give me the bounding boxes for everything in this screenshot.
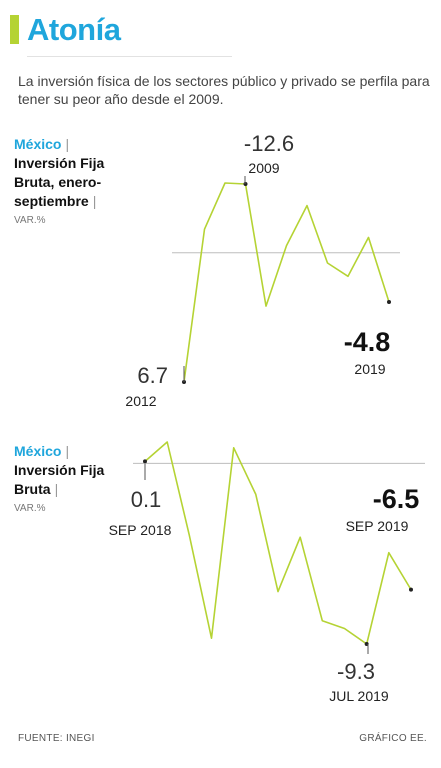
title-divider: [27, 56, 232, 57]
source-note: FUENTE: INEGI: [18, 733, 95, 744]
chart2-unit: VAR.%: [14, 503, 46, 514]
chart2-title: Inversión Fija Bruta: [14, 462, 105, 497]
chart1-value-label-2012: 6.7: [137, 363, 168, 388]
chart1-separator-2: |: [92, 193, 97, 209]
chart2-date-label-SEP 2019: SEP 2019: [346, 518, 409, 534]
chart1-label: México | Inversión Fija Bruta, enero-sept…: [14, 135, 134, 228]
chart1-country: México: [14, 136, 62, 152]
chart1-date-label-2009: 2009: [248, 160, 279, 176]
chart2-value-label-SEP 2019: -6.5: [373, 484, 420, 514]
chart1-title: Inversión Fija Bruta, enero-septiembre: [14, 155, 105, 209]
chart2-value-label-SEP 2018: 0.1: [131, 487, 162, 512]
chart1-date-label-2012: 2012: [125, 393, 156, 409]
chart1-value-label-2009: -12.6: [244, 131, 294, 156]
chart2-series-line: [144, 441, 412, 645]
chart2-separator-2: |: [54, 481, 59, 497]
chart1-value-label-2019: -4.8: [344, 327, 391, 357]
chart2-value-label-JUL 2019: -9.3: [337, 659, 375, 684]
chart2-country: México: [14, 443, 62, 459]
page-subtitle: La inversión física de los sectores públ…: [18, 73, 430, 107]
chart1-marker-2019: [387, 299, 391, 304]
chart2-label: México | Inversión Fija Bruta | VAR.%: [14, 442, 124, 516]
chart2-marker-SEP 2018: [143, 459, 147, 464]
chart1-date-label-2019: 2019: [354, 361, 385, 377]
chart2-date-label-JUL 2019: JUL 2019: [329, 688, 389, 704]
graphic-credit: GRÁFICO EE.: [359, 733, 427, 744]
chart2-marker-SEP 2019: [409, 587, 413, 592]
page-title: Atonía: [27, 12, 121, 47]
chart1-series-line: [183, 182, 390, 383]
chart1-unit: VAR.%: [14, 215, 46, 226]
chart1-separator: |: [65, 136, 70, 152]
chart2-date-label-SEP 2018: SEP 2018: [109, 522, 172, 538]
chart2-separator: |: [65, 443, 70, 459]
title-accent-bar: [10, 15, 19, 44]
